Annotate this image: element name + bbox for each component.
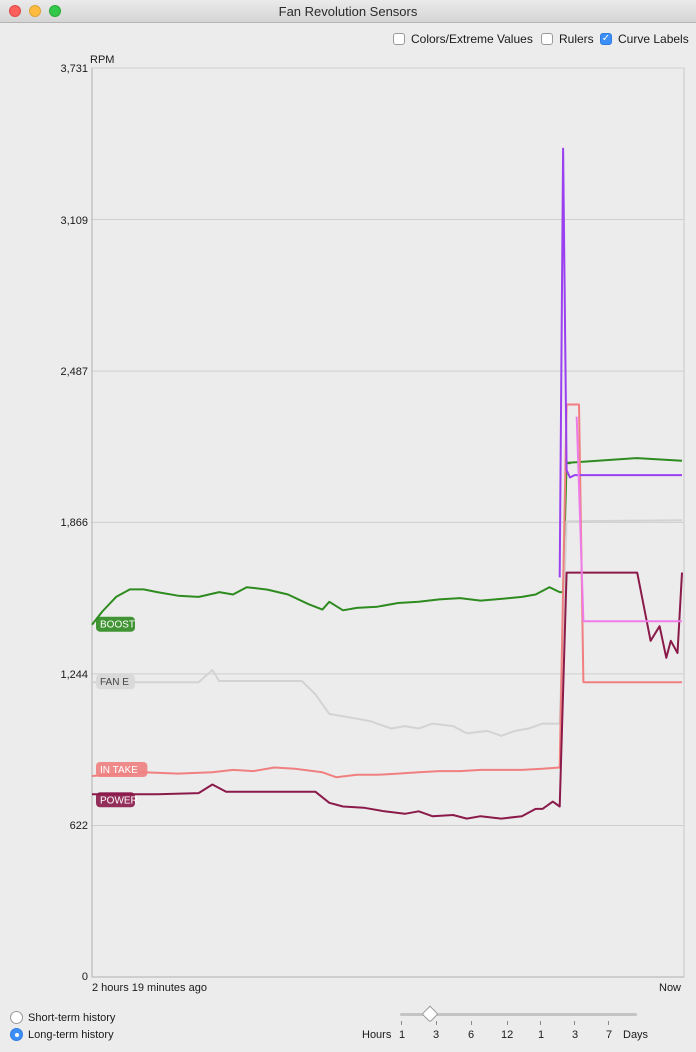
colors-extreme-values-label: Colors/Extreme Values bbox=[411, 32, 533, 46]
close-button[interactable] bbox=[9, 5, 21, 17]
slider-tick-label: 1 bbox=[399, 1029, 406, 1041]
slider-tick bbox=[507, 1021, 508, 1025]
series-line-unnamed-5 bbox=[575, 416, 682, 623]
history-range-slider[interactable] bbox=[400, 1013, 637, 1016]
x-end-label: Now bbox=[659, 982, 682, 994]
slider-tick-label: 3 bbox=[572, 1029, 579, 1041]
curve-label-badge bbox=[96, 674, 135, 690]
title-bar: Fan Revolution Sensors bbox=[0, 0, 696, 23]
long-term-history-radio[interactable]: Long-term history bbox=[10, 1028, 114, 1041]
rulers-label: Rulers bbox=[559, 32, 594, 46]
slider-tick bbox=[574, 1021, 575, 1025]
radio-button-selected[interactable] bbox=[10, 1028, 23, 1041]
y-tick-label: 2,487 bbox=[60, 366, 88, 378]
y-tick-label: 1,244 bbox=[60, 669, 88, 681]
y-axis-unit: RPM bbox=[90, 54, 115, 66]
x-start-label: 2 hours 19 minutes ago bbox=[92, 982, 207, 994]
curve-label-badge bbox=[96, 792, 135, 808]
y-tick-label: 3,731 bbox=[60, 63, 88, 75]
slider-days-label: Days bbox=[623, 1029, 649, 1041]
slider-tick bbox=[436, 1021, 437, 1025]
slider-tick bbox=[608, 1021, 609, 1025]
series-line-power bbox=[92, 571, 683, 820]
checkmark-icon[interactable]: ✓ bbox=[600, 33, 612, 45]
y-tick-label: 622 bbox=[69, 820, 88, 832]
short-term-history-label: Short-term history bbox=[28, 1011, 116, 1024]
curve-label-badge bbox=[96, 762, 148, 778]
series-line-boost bbox=[91, 457, 683, 626]
curve-label-badge bbox=[96, 616, 135, 632]
minimize-button[interactable] bbox=[29, 5, 41, 17]
y-tick-label: 1,866 bbox=[60, 517, 88, 529]
slider-tick bbox=[540, 1021, 541, 1025]
curve-label: FAN E bbox=[100, 677, 129, 688]
series-line-in-take bbox=[91, 403, 682, 779]
radio-button[interactable] bbox=[10, 1011, 23, 1024]
slider-tick-label: 3 bbox=[433, 1029, 440, 1041]
slider-tick-label: 6 bbox=[468, 1029, 475, 1041]
slider-tick-label: 1 bbox=[538, 1029, 545, 1041]
rulers-checkbox[interactable]: Rulers bbox=[541, 32, 594, 46]
curve-label: POWER bbox=[100, 795, 138, 806]
long-term-history-label: Long-term history bbox=[28, 1028, 114, 1041]
colors-extreme-values-checkbox[interactable]: Colors/Extreme Values bbox=[393, 32, 533, 46]
curve-labels-checkbox[interactable]: ✓ Curve Labels bbox=[600, 32, 689, 46]
window-title: Fan Revolution Sensors bbox=[278, 4, 418, 19]
curve-labels-label: Curve Labels bbox=[618, 32, 689, 46]
series-line-fan-e bbox=[92, 519, 683, 737]
slider-tick bbox=[401, 1021, 402, 1025]
curve-label: BOOST bbox=[100, 620, 135, 631]
zoom-button[interactable] bbox=[49, 5, 61, 17]
slider-tick-label: 12 bbox=[501, 1029, 514, 1041]
slider-tick-label: 7 bbox=[606, 1029, 613, 1041]
y-tick-label: 0 bbox=[81, 971, 88, 983]
curve-label: IN TAKE bbox=[100, 765, 138, 776]
slider-tick bbox=[471, 1021, 472, 1025]
checkbox-box[interactable] bbox=[541, 33, 553, 45]
short-term-history-radio[interactable]: Short-term history bbox=[10, 1011, 115, 1024]
series-line-unnamed-4 bbox=[558, 147, 682, 578]
slider-hours-label: Hours bbox=[362, 1029, 392, 1041]
y-tick-label: 3,109 bbox=[60, 215, 88, 227]
checkbox-box[interactable] bbox=[393, 33, 405, 45]
